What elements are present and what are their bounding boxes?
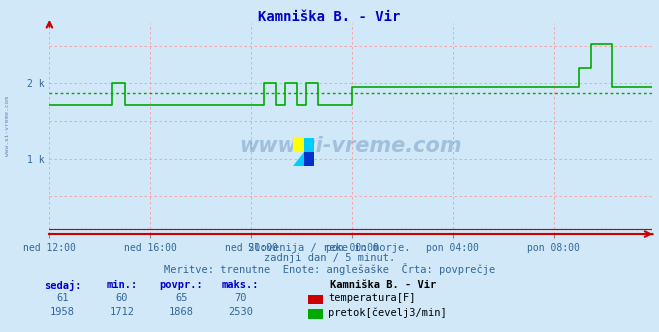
Text: 65: 65: [175, 293, 187, 303]
Bar: [304, 152, 314, 166]
Text: sedaj:: sedaj:: [44, 280, 81, 290]
Text: zadnji dan / 5 minut.: zadnji dan / 5 minut.: [264, 253, 395, 263]
Text: pretok[čevelj3/min]: pretok[čevelj3/min]: [328, 307, 447, 318]
Text: Meritve: trenutne  Enote: anglešaške  Črta: povprečje: Meritve: trenutne Enote: anglešaške Črta…: [164, 263, 495, 275]
Text: maks.:: maks.:: [222, 280, 259, 290]
Text: 61: 61: [57, 293, 69, 303]
Text: 1958: 1958: [50, 307, 75, 317]
Bar: [293, 138, 304, 152]
Text: 2530: 2530: [228, 307, 253, 317]
Polygon shape: [293, 152, 304, 166]
Text: Slovenija / reke in morje.: Slovenija / reke in morje.: [248, 243, 411, 253]
Text: temperatura[F]: temperatura[F]: [328, 293, 416, 303]
Text: 60: 60: [116, 293, 128, 303]
Text: www.si-vreme.com: www.si-vreme.com: [5, 96, 11, 156]
Text: Kamniška B. - Vir: Kamniška B. - Vir: [258, 10, 401, 24]
Text: povpr.:: povpr.:: [159, 280, 203, 290]
Bar: [304, 138, 314, 152]
Text: www.si-vreme.com: www.si-vreme.com: [240, 135, 462, 155]
Text: 1712: 1712: [109, 307, 134, 317]
Text: 1868: 1868: [169, 307, 194, 317]
Text: Kamniška B. - Vir: Kamniška B. - Vir: [330, 280, 436, 290]
Text: min.:: min.:: [106, 280, 138, 290]
Text: 70: 70: [235, 293, 246, 303]
